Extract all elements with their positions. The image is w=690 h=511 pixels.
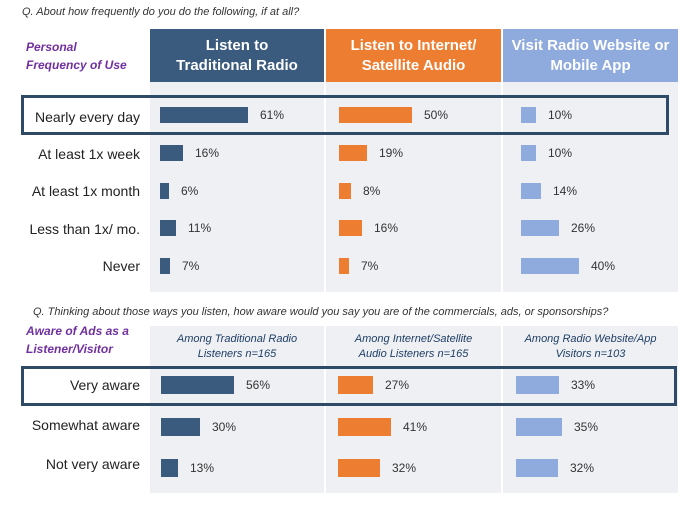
column-header-traditional-radio-line-2: Traditional Radio [176,56,298,74]
subheader-traditional-radio: Among Traditional Radio Listeners n=165 [150,332,324,362]
bar-panel1-s2-r2 [521,183,541,199]
value-label-panel1-s0-r1: 16% [195,146,220,160]
value-label-panel2-s0-r2: 13% [190,461,215,475]
bar-panel1-s0-r4 [160,258,170,274]
bar-panel2-s0-r0 [161,376,234,394]
bar-panel1-s1-r0 [339,107,412,123]
value-label-panel1-s2-r0: 10% [548,108,573,122]
column-header-website-app-line-1: Visit Radio Website or [511,36,670,54]
bar-panel1-s2-r1 [521,145,536,161]
value-label-panel2-s0-r1: 30% [212,420,237,434]
bar-panel1-s1-r1 [339,145,367,161]
bar-panel1-s2-r3 [521,220,559,236]
bar-panel1-s0-r0 [160,107,248,123]
subheader-website-app-line-2: Visitors n=103 [555,348,626,360]
column-header-internet-satellite-line-1: Listen to Internet/ [350,36,477,54]
bar-panel2-s1-r2 [338,459,380,477]
value-label-panel2-s2-r2: 32% [570,461,595,475]
value-label-panel2-s1-r1: 41% [403,420,428,434]
bar-panel1-s2-r4 [521,258,579,274]
column-header-traditional-radio-line-1: Listen to [205,36,269,54]
value-label-panel1-s1-r2: 8% [363,184,381,198]
bar-panel1-s1-r2 [339,183,351,199]
bar-panel2-s1-r1 [338,418,391,436]
bar-panel2-s2-r2 [516,459,558,477]
subheader-traditional-radio-line-1: Among Traditional Radio [176,333,298,345]
bar-panel1-s0-r1 [160,145,183,161]
value-label-panel1-s1-r4: 7% [361,259,379,273]
row-title-2-line-2: Listener/Visitor [26,342,113,356]
category-label-not-very-aware: Not very aware [45,456,140,472]
subheader-traditional-radio-line-2: Listeners n=165 [197,348,277,360]
row-title-2: Aware of Ads as a Listener/Visitor [26,322,129,358]
bar-panel2-s0-r2 [161,459,178,477]
value-label-panel2-s1-r0: 27% [385,378,410,392]
value-label-panel2-s1-r2: 32% [392,461,417,475]
category-label-at-least-1x-week: At least 1x week [38,146,140,162]
value-label-panel1-s0-r4: 7% [182,259,200,273]
column-header-traditional-radio: Listen to Traditional Radio [150,29,324,82]
bar-panel1-s2-r0 [521,107,536,123]
value-label-panel2-s2-r1: 35% [574,420,599,434]
subheader-internet-satellite-line-1: Among Internet/Satellite [354,333,473,345]
value-label-panel1-s2-r4: 40% [591,259,616,273]
question-2: Q. Thinking about those ways you listen,… [33,306,609,318]
bar-panel1-s0-r2 [160,183,169,199]
category-label-somewhat-aware: Somewhat aware [31,417,140,433]
category-label-very-aware: Very aware [69,377,140,393]
column-panel-2-1 [150,326,324,493]
bar-panel1-s1-r3 [339,220,362,236]
bar-panel2-s1-r0 [338,376,373,394]
column-header-internet-satellite-line-2: Satellite Audio [361,56,466,74]
bar-panel2-s0-r1 [161,418,200,436]
value-label-panel1-s0-r3: 11% [188,221,212,235]
value-label-panel2-s0-r0: 56% [246,378,271,392]
value-label-panel1-s1-r1: 19% [379,146,404,160]
bar-panel1-s0-r3 [160,220,176,236]
value-label-panel1-s2-r1: 10% [548,146,573,160]
bar-panel2-s2-r0 [516,376,559,394]
column-header-website-app-line-2: Mobile App [550,56,631,74]
value-label-panel1-s2-r3: 26% [571,221,596,235]
value-label-panel1-s2-r2: 14% [553,184,578,198]
category-label-never: Never [102,258,140,274]
subheader-website-app-line-1: Among Radio Website/App [524,333,657,345]
subheader-website-app: Among Radio Website/App Visitors n=103 [503,332,678,362]
highlight-box-very-aware [21,366,677,406]
subheader-internet-satellite-line-2: Audio Listeners n=165 [358,348,469,360]
value-label-panel1-s0-r2: 6% [181,184,199,198]
subheader-internet-satellite: Among Internet/Satellite Audio Listeners… [326,332,501,362]
row-title-1-line-2: Frequency of Use [26,58,127,72]
category-label-less-than-1x-mo: Less than 1x/ mo. [29,221,140,237]
row-title-1: Personal Frequency of Use [26,38,127,74]
question-1: Q. About how frequently do you do the fo… [22,6,300,18]
bar-panel1-s1-r4 [339,258,349,274]
column-header-website-app: Visit Radio Website or Mobile App [503,29,678,82]
value-label-panel2-s2-r0: 33% [571,378,596,392]
column-header-internet-satellite: Listen to Internet/ Satellite Audio [326,29,501,82]
value-label-panel1-s1-r0: 50% [424,108,449,122]
value-label-panel1-s0-r0: 61% [260,108,285,122]
bar-panel2-s2-r1 [516,418,562,436]
value-label-panel1-s1-r3: 16% [374,221,399,235]
row-title-1-line-1: Personal [26,40,77,54]
highlight-box-nearly-every-day [21,95,669,135]
category-label-nearly-every-day: Nearly every day [34,109,140,125]
category-label-at-least-1x-month: At least 1x month [31,183,140,199]
row-title-2-line-1: Aware of Ads as a [26,324,129,338]
